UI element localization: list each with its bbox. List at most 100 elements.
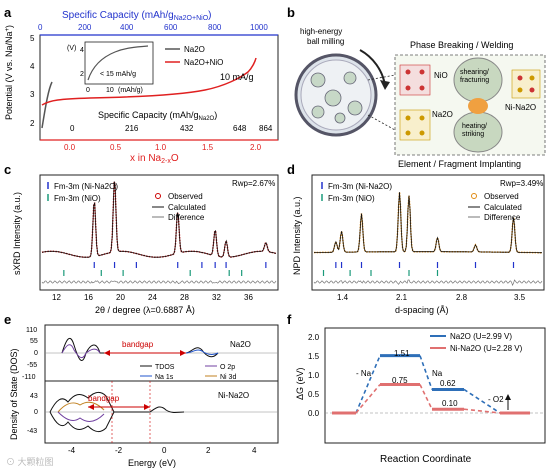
panel-letter-f: f	[287, 312, 292, 327]
panel-letter-a: a	[4, 5, 12, 20]
y-axis-label-e: Density of State (DOS)	[9, 348, 19, 440]
na2o-dos-label: Na2O	[230, 340, 251, 349]
svg-text:0.0: 0.0	[308, 409, 320, 418]
svg-text:4: 4	[252, 446, 257, 455]
panel-letter-e: e	[4, 312, 11, 327]
svg-text:400: 400	[120, 23, 134, 32]
svg-text:32: 32	[212, 293, 221, 302]
energy-levels	[332, 354, 530, 415]
svg-text:0.0: 0.0	[64, 143, 76, 152]
difference-curve-c	[41, 280, 277, 285]
svg-text:110: 110	[26, 327, 37, 334]
svg-text:Ni-Na2O (U=2.28 V): Ni-Na2O (U=2.28 V)	[450, 344, 523, 353]
plot-frame-c	[39, 174, 279, 291]
x-axis-label-e: Energy (eV)	[128, 458, 176, 468]
y-ticks-f: 2.0 1.5 1.0 0.5 0.0	[308, 333, 320, 418]
tdos-curve-top	[61, 337, 219, 361]
svg-text:TDOS: TDOS	[155, 364, 175, 371]
svg-text:4: 4	[30, 62, 35, 71]
panel-d: d NPD Intensity (a.u.) Fm-3m (Ni-Na2O) F…	[287, 162, 545, 315]
svg-text:1.0: 1.0	[308, 371, 320, 380]
legend-f: Na2O (U=2.99 V) Ni-Na2O (U=2.28 V)	[430, 332, 523, 353]
energy-connector	[463, 388, 501, 414]
svg-text:1.4: 1.4	[337, 293, 349, 302]
panel-a: a Specific Capacity (mAh/gNa2O+NiO) 0 20…	[4, 5, 279, 165]
milling-balls	[310, 71, 363, 124]
svg-text:2.0: 2.0	[308, 333, 320, 342]
rate-label: 10 mA/g	[220, 72, 254, 82]
ball-label-2: ball milling	[307, 37, 344, 46]
svg-text:Difference: Difference	[168, 213, 205, 222]
svg-text:24: 24	[148, 293, 157, 302]
o2p-curve-top	[61, 344, 101, 359]
svg-text:36: 36	[244, 293, 253, 302]
inset-frame	[84, 41, 154, 85]
svg-text:fracturing: fracturing	[460, 77, 489, 84]
svg-text:O 2p: O 2p	[220, 364, 235, 371]
ni-na2o-dos-label: Ni-Na2O	[218, 391, 249, 400]
svg-text:28: 28	[180, 293, 189, 302]
panel-b: b high-energy ball milling Phase Breakin…	[287, 5, 546, 169]
svg-text:Observed: Observed	[484, 192, 519, 201]
svg-text:-2: -2	[115, 446, 123, 455]
bandgap-label-top: bandgap	[122, 340, 154, 349]
svg-text:Calculated: Calculated	[484, 203, 522, 212]
svg-text:2.8: 2.8	[456, 293, 468, 302]
na2o-crystal	[399, 109, 431, 141]
svg-text:Observed: Observed	[168, 192, 203, 201]
svg-text:2: 2	[206, 446, 211, 455]
value-blue-2: 0.62	[440, 379, 456, 388]
step-label-minus-na: - Na	[356, 369, 372, 378]
svg-text:2: 2	[30, 119, 35, 128]
svg-text:heating/: heating/	[462, 123, 487, 130]
value-blue-1: 1.51	[394, 349, 410, 358]
ni-na2o-crystal	[511, 69, 541, 99]
bandgap-label-bottom: bandgap	[88, 394, 120, 403]
series-na2o-curve	[41, 81, 53, 129]
tdos-curve-bottom	[49, 391, 185, 413]
plot-frame-d	[311, 174, 545, 291]
svg-text:5: 5	[30, 34, 35, 43]
step-label-o2: - O2	[488, 395, 504, 404]
mechanism-title: Phase Breaking / Welding	[410, 40, 513, 50]
svg-text:Calculated: Calculated	[168, 203, 206, 212]
legend-d: Fm-3m (Ni-Na2O) Fm-3m (NiO) Observed Cal…	[321, 179, 543, 222]
legend-na2o: Na2O	[184, 45, 205, 54]
svg-text:0: 0	[162, 446, 167, 455]
y-ticks-e-bottom: 43 0 -43	[27, 393, 38, 435]
svg-text:600: 600	[164, 23, 178, 32]
ni3d-curve	[57, 401, 105, 413]
svg-text:Na 1s: Na 1s	[155, 374, 174, 381]
svg-text:200: 200	[78, 23, 92, 32]
value-red-1: 0.75	[392, 376, 408, 385]
svg-text:43: 43	[30, 393, 38, 400]
svg-text:Fm-3m (NiO): Fm-3m (NiO)	[328, 194, 375, 203]
calculated-curve-d	[313, 192, 542, 254]
x-axis-label-f: Reaction Coordinate	[380, 454, 472, 465]
energy-connector	[355, 355, 381, 414]
svg-text:864: 864	[259, 124, 273, 133]
panel-letter-d: d	[287, 162, 295, 177]
svg-text:Fm-3m (NiO): Fm-3m (NiO)	[54, 194, 101, 203]
panel-letter-c: c	[4, 162, 11, 177]
svg-text:(mAh/g): (mAh/g)	[118, 87, 143, 94]
svg-text:0: 0	[34, 409, 38, 416]
nio-crystal	[399, 64, 431, 96]
y-axis-label-f: ΔG (eV)	[295, 367, 305, 400]
x-ticks-d: 1.4 2.1 2.8 3.5	[337, 293, 526, 302]
y-axis-label-a: Potential (V vs. Na/Na+)	[4, 25, 14, 120]
svg-text:4: 4	[80, 47, 84, 54]
legend-e: TDOS O 2p Na 1s Ni 3d	[140, 364, 236, 381]
mid-axis-label: Specific Capacity (mAh/gNa2O)	[98, 110, 217, 122]
inset-unit: (V)	[67, 45, 76, 52]
svg-text:-4: -4	[68, 446, 76, 455]
svg-text:Na2O (U=2.99 V): Na2O (U=2.99 V)	[450, 332, 512, 341]
mid-axis-ticks: 0 216 432 648 864	[70, 124, 273, 133]
x-ticks-e: -4 -2 0 2 4	[68, 446, 257, 455]
mechanism-subtitle: Element / Fragment Implanting	[398, 159, 521, 169]
bragg-ticks-nio-d	[322, 270, 439, 276]
svg-text:-110: -110	[22, 374, 36, 381]
svg-text:10: 10	[106, 87, 114, 94]
svg-text:1000: 1000	[250, 23, 268, 32]
